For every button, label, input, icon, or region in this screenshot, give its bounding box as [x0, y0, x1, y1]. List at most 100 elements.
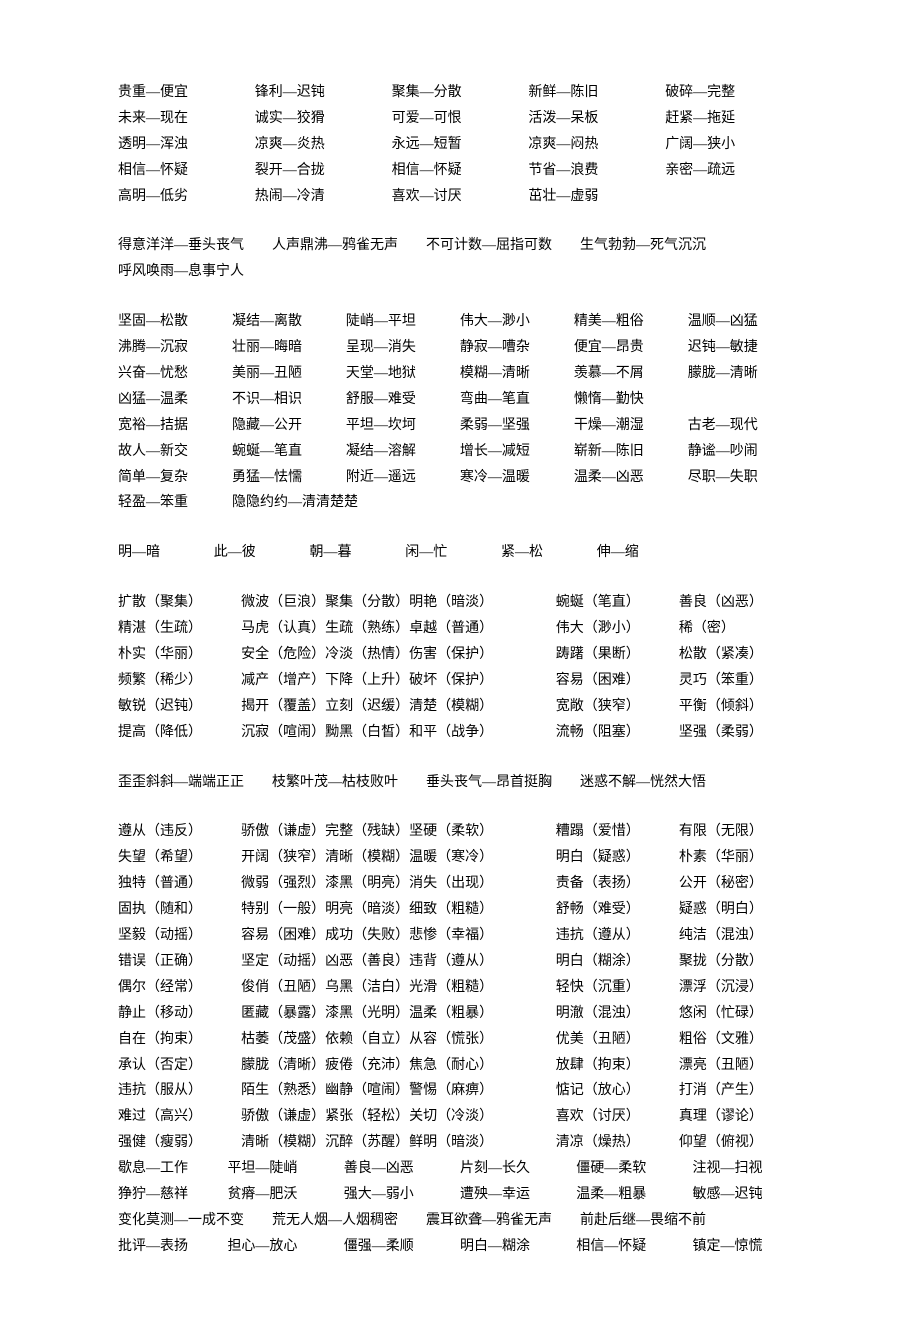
pair: 静止（移动） [118, 1001, 241, 1027]
row: 遵从（违反）骄傲（谦虚）完整（残缺）坚硬（柔软）糟蹋（爱惜）有限（无限） [118, 819, 802, 845]
pair: 片刻—长久 [460, 1156, 576, 1182]
pair: 朴素（华丽） [679, 845, 802, 871]
pair-group: 骄傲（谦虚）紧张（轻松）关切（冷淡） [241, 1104, 556, 1130]
pair: 松散（紧凑） [679, 642, 802, 668]
row: 独特（普通）微弱（强烈）漆黑（明亮）消失（出现）责备（表扬）公开（秘密） [118, 871, 802, 897]
pair: 相信—怀疑 [576, 1234, 692, 1260]
pair: 担心—放心 [227, 1234, 343, 1260]
pair: 容易（困难） [556, 668, 679, 694]
pair: 违抗（遵从） [556, 923, 679, 949]
pair-group: 揭开（覆盖）立刻（迟缓）清楚（模糊） [241, 694, 556, 720]
pair: 透明—浑浊 [118, 132, 255, 158]
row: 故人—新交 蜿蜒—笔直 凝结—溶解 增长—减短 崭新—陈旧 静谧—吵闹 [118, 439, 802, 465]
pair: 明白—糊涂 [460, 1234, 576, 1260]
idiom-pair: 不可计数—屈指可数 [426, 233, 552, 259]
pair: 壮丽—晦暗 [232, 335, 346, 361]
pair: 羡慕—不屑 [574, 361, 688, 387]
pair: 宽敞（狭窄） [556, 694, 679, 720]
pair: 善良—凶恶 [344, 1156, 460, 1182]
pair: 此—彼 [214, 540, 310, 566]
row: 歇息—工作 平坦—陡峭 善良—凶恶 片刻—长久 僵硬—柔软 注视—扫视 [118, 1156, 802, 1182]
pair: 节省—浪费 [528, 158, 665, 184]
pair: 喜欢—讨厌 [392, 184, 529, 210]
pair: 贫瘠—肥沃 [227, 1182, 343, 1208]
pair: 敏锐（迟钝） [118, 694, 241, 720]
row: 变化莫测—一成不变 荒无人烟—人烟稠密 震耳欲聋—鸦雀无声 前赴后继—畏缩不前 [118, 1208, 802, 1234]
pair-group: 开阔（狭窄）清晰（模糊）温暖（寒冷） [241, 845, 556, 871]
row: 凶猛—温柔 不识—相识 舒服—难受 弯曲—笔直 懒惰—勤快 [118, 387, 802, 413]
row: 沸腾—沉寂 壮丽—晦暗 呈现—消失 静寂—嘈杂 便宜—昂贵 迟钝—敏捷 [118, 335, 802, 361]
idiom-pair: 生气勃勃—死气沉沉 [580, 233, 706, 259]
idiom-pair: 垂头丧气—昂首挺胸 [426, 770, 552, 796]
pair: 伟大—渺小 [460, 309, 574, 335]
pair: 喜欢（讨厌） [556, 1104, 679, 1130]
pair: 强健（瘦弱） [118, 1130, 241, 1156]
pair: 凝结—溶解 [346, 439, 460, 465]
pair: 平衡（倾斜） [679, 694, 802, 720]
pair-group: 匿藏（暴露）漆黑（光明）温柔（粗暴） [241, 1001, 556, 1027]
pair: 附近—遥远 [346, 465, 460, 491]
pair: 广阔—狭小 [665, 132, 802, 158]
pair: 聚集—分散 [392, 80, 529, 106]
idiom-pair: 枝繁叶茂—枯枝败叶 [272, 770, 398, 796]
row: 得意洋洋—垂头丧气 人声鼎沸—鸦雀无声 不可计数—屈指可数 生气勃勃—死气沉沉 [118, 233, 802, 259]
pair: 静寂—嘈杂 [460, 335, 574, 361]
pair: 清凉（燥热） [556, 1130, 679, 1156]
paren-block-2: 遵从（违反）骄傲（谦虚）完整（残缺）坚硬（柔软）糟蹋（爱惜）有限（无限）失望（希… [118, 819, 802, 1156]
pair: 伸—缩 [597, 540, 693, 566]
pair: 明白（疑惑） [556, 845, 679, 871]
pair: 陡峭—平坦 [346, 309, 460, 335]
pair: 打消（产生） [679, 1078, 802, 1104]
pair: 尽职—失职 [688, 465, 802, 491]
pair: 朴实（华丽） [118, 642, 241, 668]
pair: 批评—表扬 [118, 1234, 227, 1260]
row: 错误（正确）坚定（动摇）凶恶（善良）违背（遵从）明白（糊涂）聚拢（分散） [118, 949, 802, 975]
pair-group: 马虎（认真）生疏（熟练）卓越（普通） [241, 616, 556, 642]
pair [665, 184, 802, 210]
pair: 热闹—冷清 [255, 184, 392, 210]
row: 失望（希望）开阔（狭窄）清晰（模糊）温暖（寒冷）明白（疑惑）朴素（华丽） [118, 845, 802, 871]
pair: 崭新—陈旧 [574, 439, 688, 465]
pair: 稀（密） [679, 616, 802, 642]
pair: 善良（凶恶） [679, 590, 802, 616]
pair: 违抗（服从） [118, 1078, 241, 1104]
pair-group: 沉寂（喧闹）黝黑（白皙）和平（战争） [241, 720, 556, 746]
pair: 可爱—可恨 [392, 106, 529, 132]
pair: 永远—短暂 [392, 132, 529, 158]
pair: 凝结—离散 [232, 309, 346, 335]
pair: 懒惰—勤快 [574, 387, 688, 413]
pair: 真理（谬论） [679, 1104, 802, 1130]
single-char-pairs: 明—暗 此—彼 朝—暮 闲—忙 紧—松 伸—缩 [118, 540, 802, 566]
pair: 紧—松 [501, 540, 597, 566]
row: 朴实（华丽） 安全（危险）冷淡（热情）伤害（保护） 踌躇（果断） 松散（紧凑） [118, 642, 802, 668]
pair: 难过（高兴） [118, 1104, 241, 1130]
bottom-block: 歇息—工作 平坦—陡峭 善良—凶恶 片刻—长久 僵硬—柔软 注视—扫视 狰狞—慈… [118, 1156, 802, 1260]
idiom-pair: 前赴后继—畏缩不前 [580, 1208, 706, 1234]
idiom-pair: 荒无人烟—人烟稠密 [272, 1208, 398, 1234]
pair: 失望（希望） [118, 845, 241, 871]
row: 敏锐（迟钝） 揭开（覆盖）立刻（迟缓）清楚（模糊） 宽敞（狭窄） 平衡（倾斜） [118, 694, 802, 720]
row: 提高（降低） 沉寂（喧闹）黝黑（白皙）和平（战争） 流畅（阻塞） 坚强（柔弱） [118, 720, 802, 746]
pair: 遵从（违反） [118, 819, 241, 845]
idiom-pair: 得意洋洋—垂头丧气 [118, 233, 244, 259]
pair: 不识—相识 [232, 387, 346, 413]
row: 扩散（聚集） 微波（巨浪）聚集（分散）明艳（暗淡） 蜿蜒（笔直） 善良（凶恶） [118, 590, 802, 616]
pair: 弯曲—笔直 [460, 387, 574, 413]
pair: 悠闲（忙碌） [679, 1001, 802, 1027]
pair: 狰狞—慈祥 [118, 1182, 227, 1208]
paren-block-1: 扩散（聚集） 微波（巨浪）聚集（分散）明艳（暗淡） 蜿蜒（笔直） 善良（凶恶） … [118, 590, 802, 745]
pair: 诚实—狡猾 [255, 106, 392, 132]
idiom-block-1: 得意洋洋—垂头丧气 人声鼎沸—鸦雀无声 不可计数—屈指可数 生气勃勃—死气沉沉 … [118, 233, 802, 285]
pair: 亲密—疏远 [665, 158, 802, 184]
pair: 温柔—凶恶 [574, 465, 688, 491]
pair: 朦胧—清晰 [688, 361, 802, 387]
pair: 疑惑（明白） [679, 897, 802, 923]
pair: 干燥—潮湿 [574, 413, 688, 439]
row: 批评—表扬 担心—放心 僵强—柔顺 明白—糊涂 相信—怀疑 镇定—惊慌 [118, 1234, 802, 1260]
pair: 仰望（俯视） [679, 1130, 802, 1156]
antonym-block-2: 坚固—松散 凝结—离散 陡峭—平坦 伟大—渺小 精美—粗俗 温顺—凶猛 沸腾—沉… [118, 309, 802, 516]
pair: 凶猛—温柔 [118, 387, 232, 413]
pair: 贵重—便宜 [118, 80, 255, 106]
row: 自在（拘束）枯萎（茂盛）依赖（自立）从容（慌张）优美（丑陋）粗俗（文雅） [118, 1027, 802, 1053]
pair: 沸腾—沉寂 [118, 335, 232, 361]
